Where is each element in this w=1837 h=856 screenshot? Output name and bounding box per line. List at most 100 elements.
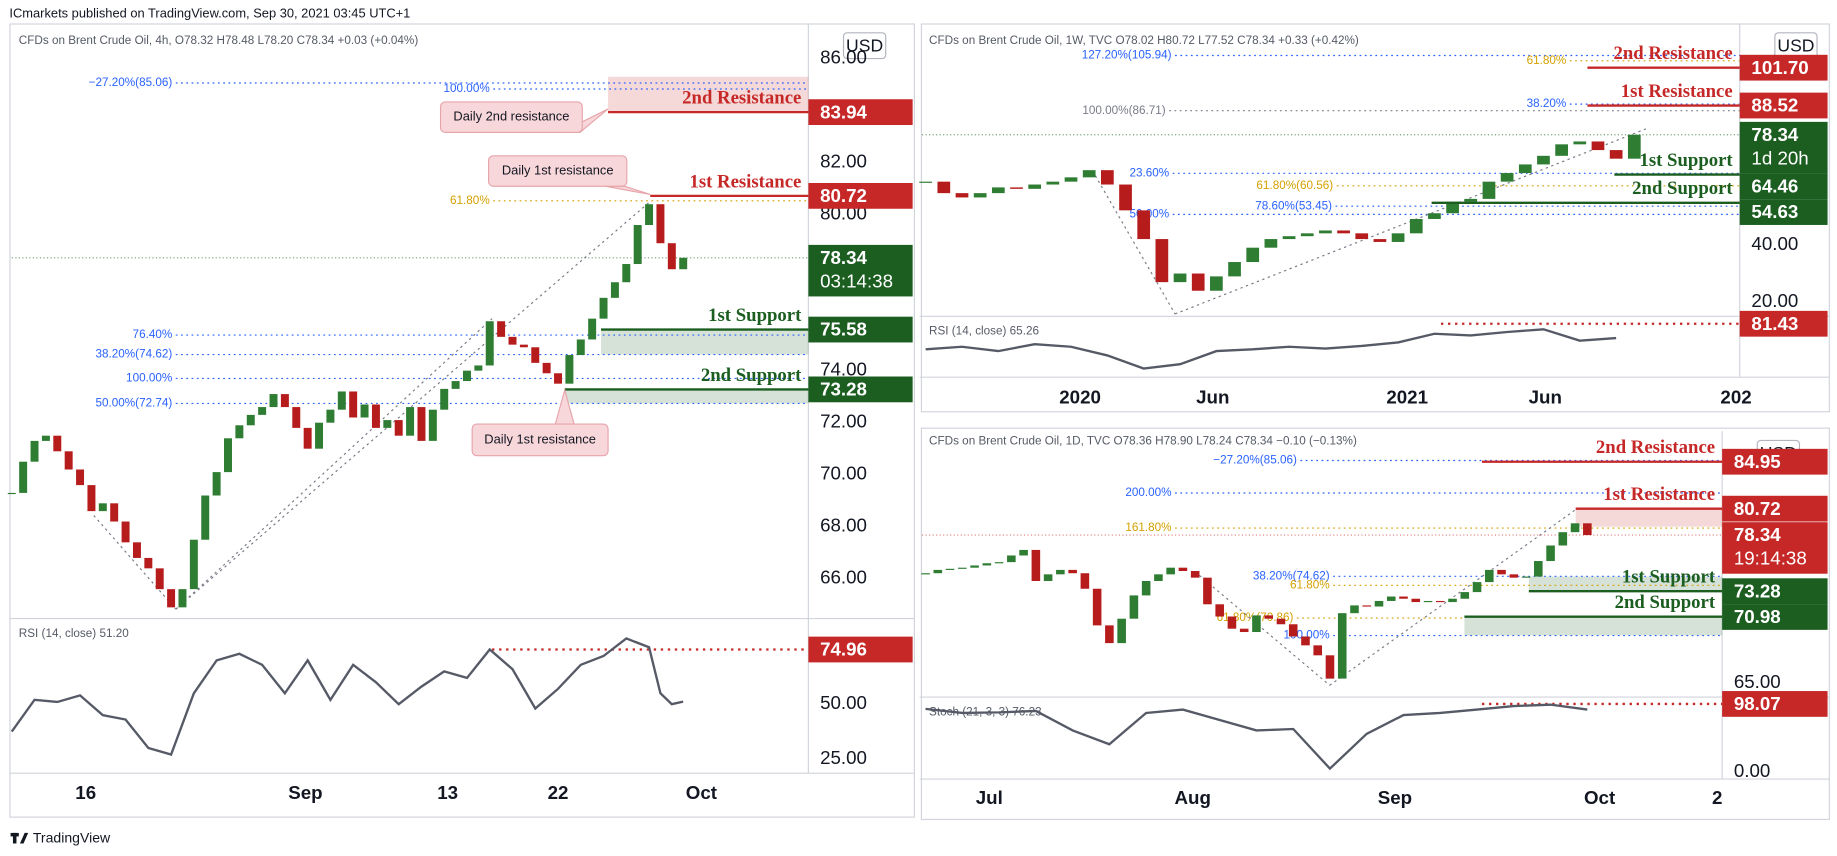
candle	[1391, 233, 1405, 242]
candle	[292, 407, 301, 428]
price-label-box	[1739, 54, 1828, 81]
candle	[1300, 233, 1314, 237]
candle	[337, 391, 346, 410]
candle	[1043, 574, 1053, 581]
price-label-box	[1739, 199, 1828, 225]
candle	[1555, 144, 1568, 156]
fib-label: 100.00%	[444, 82, 490, 95]
level-name: 2nd Resistance	[1613, 43, 1732, 64]
candle	[1460, 592, 1470, 599]
candle	[970, 565, 979, 568]
candle	[1239, 628, 1249, 633]
candle	[1246, 247, 1260, 263]
candle	[1252, 615, 1261, 633]
candle	[1215, 604, 1224, 617]
level-name: 1st Support	[1622, 567, 1716, 588]
fib-label: 127.20%(105.94)	[1082, 49, 1172, 62]
current-price-box	[1739, 121, 1828, 174]
candle	[53, 435, 62, 452]
y-tick-label: 40.00	[1751, 233, 1798, 254]
y-tick-label: 20.00	[1751, 290, 1798, 311]
candle	[554, 373, 563, 384]
candle	[622, 264, 631, 283]
level-name: 2nd Support	[1632, 178, 1733, 199]
trend-line	[175, 318, 493, 610]
candle	[1092, 588, 1102, 626]
logo-part	[19, 832, 29, 844]
current-price-box	[808, 244, 913, 297]
candle	[19, 461, 28, 493]
candle	[945, 568, 955, 570]
price-label: 80.72	[1734, 498, 1781, 519]
candle	[565, 355, 574, 384]
candle	[1007, 555, 1016, 563]
candle	[1137, 210, 1151, 240]
candle	[1325, 655, 1335, 679]
candle	[1423, 600, 1433, 603]
candle	[189, 539, 198, 590]
candle	[1080, 573, 1090, 589]
candle	[1319, 230, 1332, 234]
fib-label: 61.80%(60.56)	[1256, 179, 1333, 192]
candle	[1472, 582, 1482, 593]
fib-label: −27.20%(85.06)	[89, 76, 173, 89]
currency: USD	[1777, 35, 1814, 55]
candle	[1485, 569, 1494, 583]
candle	[667, 243, 676, 270]
candle	[212, 472, 221, 496]
currency-box	[842, 32, 887, 60]
candle	[921, 573, 930, 575]
candle	[679, 257, 688, 270]
candle	[1154, 574, 1163, 581]
candle	[462, 370, 471, 382]
candle	[167, 589, 176, 608]
candle	[955, 193, 969, 198]
candle	[155, 568, 164, 590]
trend-line	[1329, 509, 1577, 686]
osc-level-box	[1722, 691, 1828, 717]
candle	[87, 485, 96, 512]
fib-label: 50.00%(72.74)	[95, 397, 172, 410]
price-label-box	[808, 182, 913, 209]
candle	[1031, 549, 1041, 581]
fib-label: 78.60%(53.45)	[1255, 199, 1332, 212]
candle	[30, 440, 39, 462]
candle	[599, 297, 608, 319]
candle	[919, 181, 933, 183]
candle	[991, 187, 1005, 194]
price-label: 70.98	[1734, 606, 1781, 627]
candle	[933, 569, 943, 574]
candle	[1497, 569, 1506, 575]
x-tick-label: Sep	[288, 782, 322, 803]
candle	[371, 404, 380, 428]
candle	[326, 409, 335, 423]
fib-label: 61.80%	[1527, 54, 1567, 67]
level-name: 1st Support	[1639, 150, 1733, 171]
candle	[1276, 618, 1286, 625]
candle	[1546, 545, 1555, 562]
panel-frame	[920, 427, 1830, 821]
price-label: 101.70	[1751, 57, 1808, 78]
candle	[1019, 549, 1028, 556]
candle	[1191, 273, 1205, 291]
candle	[1362, 605, 1372, 607]
candle	[132, 542, 141, 558]
logo	[10, 832, 29, 844]
current-price-box	[1722, 522, 1828, 574]
candle	[588, 318, 597, 340]
candle	[178, 589, 187, 608]
candle	[406, 407, 415, 436]
candle	[269, 394, 278, 408]
x-tick-label: 2	[1712, 787, 1722, 808]
candle	[1227, 616, 1237, 629]
current-price: 78.34	[1734, 524, 1781, 545]
candle	[1537, 155, 1550, 165]
candle	[303, 427, 312, 449]
candle	[1190, 571, 1200, 578]
candle	[982, 563, 992, 566]
level-zone	[1575, 508, 1723, 527]
level-zone	[564, 389, 809, 404]
candle	[531, 347, 540, 363]
